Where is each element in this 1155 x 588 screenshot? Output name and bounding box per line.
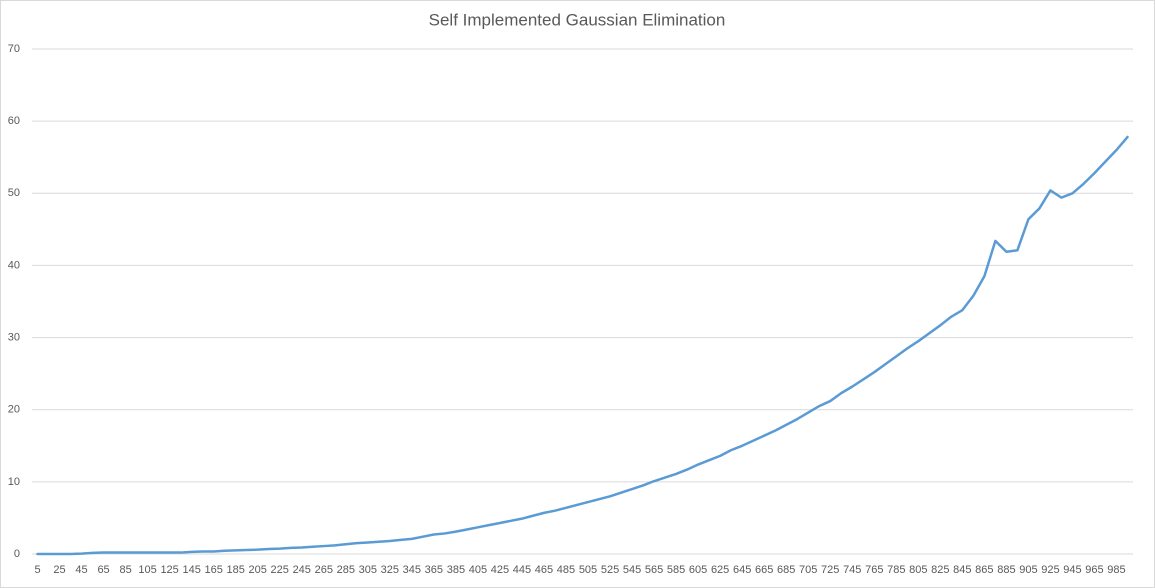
x-tick-label: 465 bbox=[535, 564, 553, 576]
chart-title: Self Implemented Gaussian Elimination bbox=[429, 10, 726, 29]
y-tick-label: 20 bbox=[8, 404, 20, 416]
y-tick-label: 50 bbox=[8, 187, 20, 199]
x-tick-label: 385 bbox=[447, 564, 465, 576]
x-tick-label: 405 bbox=[469, 564, 487, 576]
y-tick-label: 40 bbox=[8, 259, 20, 271]
x-tick-label: 625 bbox=[711, 564, 729, 576]
y-tick-label: 10 bbox=[8, 476, 20, 488]
x-tick-label: 445 bbox=[513, 564, 531, 576]
x-tick-label: 285 bbox=[337, 564, 355, 576]
x-tick-label: 945 bbox=[1063, 564, 1081, 576]
x-tick-label: 565 bbox=[645, 564, 663, 576]
x-tick-label: 305 bbox=[359, 564, 377, 576]
x-tick-label: 745 bbox=[843, 564, 861, 576]
x-tick-label: 205 bbox=[249, 564, 267, 576]
y-tick-label: 30 bbox=[8, 331, 20, 343]
y-tick-label: 0 bbox=[14, 548, 20, 560]
x-tick-label: 505 bbox=[579, 564, 597, 576]
x-tick-label: 245 bbox=[293, 564, 311, 576]
x-tick-label: 865 bbox=[975, 564, 993, 576]
x-tick-label: 65 bbox=[97, 564, 109, 576]
x-tick-label: 965 bbox=[1085, 564, 1103, 576]
x-tick-label: 605 bbox=[689, 564, 707, 576]
x-tick-label: 225 bbox=[271, 564, 289, 576]
x-tick-label: 905 bbox=[1019, 564, 1037, 576]
x-tick-label: 665 bbox=[755, 564, 773, 576]
x-tick-label: 845 bbox=[953, 564, 971, 576]
x-tick-label: 5 bbox=[34, 564, 40, 576]
x-tick-label: 45 bbox=[75, 564, 87, 576]
x-tick-label: 765 bbox=[865, 564, 883, 576]
series-line bbox=[36, 135, 1129, 556]
x-tick-label: 885 bbox=[997, 564, 1015, 576]
x-tick-label: 345 bbox=[403, 564, 421, 576]
x-tick-label: 685 bbox=[777, 564, 795, 576]
x-tick-label: 805 bbox=[909, 564, 927, 576]
x-tick-label: 585 bbox=[667, 564, 685, 576]
x-tick-label: 25 bbox=[53, 564, 65, 576]
x-tick-label: 85 bbox=[119, 564, 131, 576]
x-tick-label: 525 bbox=[601, 564, 619, 576]
x-tick-label: 365 bbox=[425, 564, 443, 576]
x-tick-label: 545 bbox=[623, 564, 641, 576]
y-tick-label: 60 bbox=[8, 115, 20, 127]
x-tick-label: 325 bbox=[381, 564, 399, 576]
x-tick-label: 785 bbox=[887, 564, 905, 576]
y-tick-label: 70 bbox=[8, 43, 20, 55]
x-tick-label: 185 bbox=[227, 564, 245, 576]
x-tick-label: 125 bbox=[160, 564, 178, 576]
x-tick-label: 925 bbox=[1041, 564, 1059, 576]
x-tick-label: 705 bbox=[799, 564, 817, 576]
x-tick-label: 485 bbox=[557, 564, 575, 576]
x-tick-label: 425 bbox=[491, 564, 509, 576]
x-tick-label: 985 bbox=[1107, 564, 1125, 576]
x-tick-label: 825 bbox=[931, 564, 949, 576]
x-tick-label: 725 bbox=[821, 564, 839, 576]
x-tick-label: 105 bbox=[138, 564, 156, 576]
x-tick-label: 145 bbox=[182, 564, 200, 576]
x-tick-label: 165 bbox=[204, 564, 222, 576]
x-tick-label: 265 bbox=[315, 564, 333, 576]
x-tick-label: 645 bbox=[733, 564, 751, 576]
